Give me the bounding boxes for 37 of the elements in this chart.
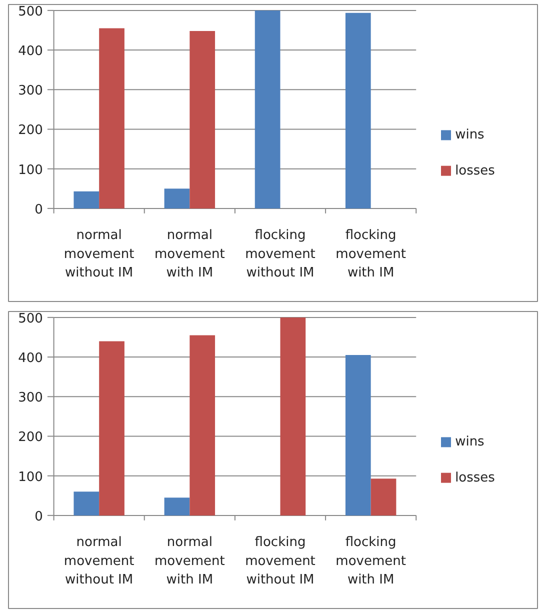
- bar: [345, 12, 371, 208]
- y-tick-label: 500: [18, 311, 43, 326]
- legend-label: losses: [455, 470, 496, 486]
- y-tick-label: 100: [18, 162, 43, 178]
- y-tick-label: 100: [18, 470, 43, 485]
- bar: [254, 10, 280, 208]
- legend-label: losses: [455, 163, 496, 178]
- y-tick-label: 0: [34, 509, 43, 524]
- bar: [164, 188, 190, 208]
- bar: [74, 191, 100, 208]
- x-tick-label: flocking movement with IM: [336, 228, 406, 281]
- y-tick-label: 0: [34, 202, 43, 218]
- bar: [190, 335, 216, 516]
- bar: [190, 31, 216, 208]
- y-tick-label: 200: [18, 430, 43, 446]
- bar: [99, 28, 124, 208]
- y-tick-label: 300: [18, 84, 43, 99]
- x-tick-label: normal movement with IM: [154, 535, 225, 588]
- y-tick-label: 300: [18, 390, 43, 406]
- bar: [345, 355, 371, 516]
- bar: [164, 498, 190, 516]
- legend-label: wins: [455, 434, 485, 450]
- legend-label: wins: [455, 128, 485, 143]
- x-tick-label: flocking movement without IM: [245, 535, 316, 588]
- x-tick-label: flocking movement without IM: [245, 228, 316, 281]
- y-tick-label: 200: [18, 123, 43, 138]
- bar: [74, 492, 100, 516]
- y-tick-label: 400: [18, 351, 43, 366]
- x-tick-label: normal movement without IM: [64, 535, 134, 588]
- bar: [99, 341, 124, 516]
- y-tick-label: 400: [18, 44, 43, 60]
- bar: [370, 478, 396, 516]
- y-tick-label: 500: [18, 4, 43, 20]
- x-tick-label: normal movement without IM: [64, 228, 134, 281]
- x-tick-label: normal movement with IM: [154, 228, 225, 281]
- x-tick-label: flocking movement with IM: [336, 535, 406, 588]
- bar: [280, 317, 306, 516]
